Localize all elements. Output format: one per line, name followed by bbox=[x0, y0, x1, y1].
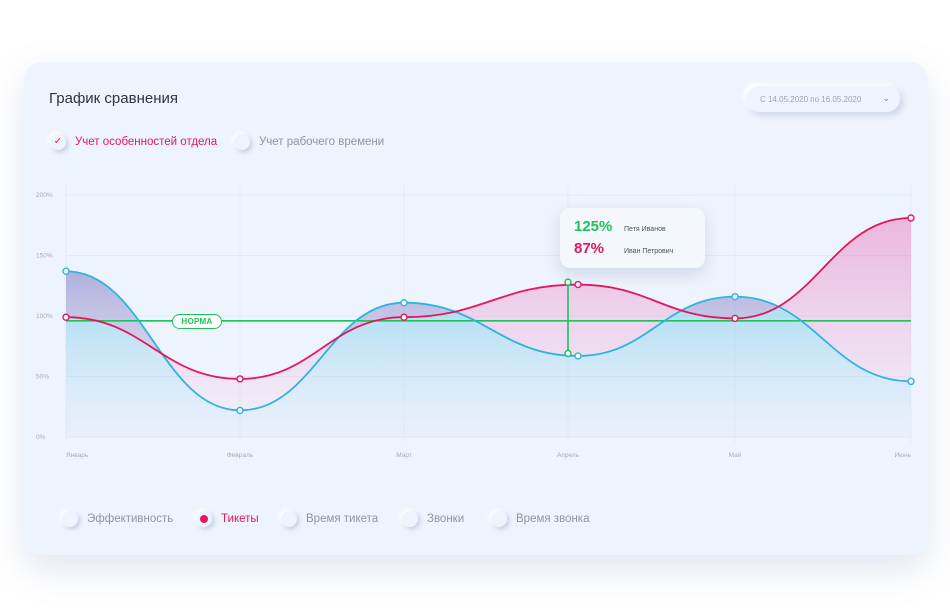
date-range-value: С 14.05.2020 по 16.05.2020 bbox=[760, 94, 862, 104]
area-between bbox=[66, 217, 911, 411]
date-range-select[interactable]: С 14.05.2020 по 16.05.2020 ⌄ bbox=[746, 86, 900, 112]
radio-calls[interactable] bbox=[402, 511, 418, 527]
tooltip-name-1: Петя Иванов bbox=[624, 226, 666, 233]
line-series-2 bbox=[65, 217, 912, 380]
metric-tickets-label: Тикеты bbox=[221, 513, 259, 525]
metric-calls[interactable]: Звонки bbox=[402, 511, 464, 527]
norm-badge: НОРМА bbox=[172, 314, 222, 329]
point-series-2 bbox=[400, 313, 408, 321]
radio-dot-icon bbox=[200, 515, 208, 523]
radio-ticket-time[interactable] bbox=[281, 511, 297, 527]
radio-tickets[interactable] bbox=[196, 511, 212, 527]
area-series-1 bbox=[66, 271, 911, 437]
y-tick-label: 100% bbox=[36, 313, 53, 320]
x-tick-label: Январь bbox=[66, 452, 89, 459]
metric-ticket-time[interactable]: Время тикета bbox=[281, 511, 378, 527]
radio-efficiency[interactable] bbox=[62, 511, 78, 527]
check-icon: ✓ bbox=[53, 136, 63, 147]
point-series-1 bbox=[731, 292, 739, 301]
metric-efficiency[interactable]: Эффективность bbox=[62, 511, 173, 527]
chevron-down-icon: ⌄ bbox=[882, 93, 890, 103]
y-tick-label: 150% bbox=[36, 253, 53, 260]
point-series-2 bbox=[574, 280, 582, 289]
filter-department-label: Учет особенностей отдела bbox=[75, 136, 218, 148]
line-series-1 bbox=[65, 270, 912, 412]
metric-call-time-label: Время звонка bbox=[516, 513, 590, 525]
point-series-1 bbox=[236, 406, 244, 415]
tooltip-value-2: 87% bbox=[574, 240, 605, 257]
checkbox-work-time[interactable] bbox=[234, 134, 250, 150]
filter-work-time-label: Учет рабочего времени bbox=[259, 136, 385, 148]
metric-efficiency-label: Эффективность bbox=[87, 513, 174, 525]
point-series-1 bbox=[907, 377, 915, 386]
x-tick-label: Март bbox=[396, 452, 412, 459]
metric-tickets[interactable]: Тикеты bbox=[196, 511, 259, 527]
page-title: График сравнения bbox=[49, 90, 178, 107]
tooltip-row-1: 125% Петя Иванов bbox=[574, 218, 666, 235]
filter-department[interactable]: ✓ Учет особенностей отдела bbox=[50, 134, 217, 150]
point-series-1 bbox=[574, 352, 582, 360]
x-tick-label: Май bbox=[729, 451, 742, 459]
x-tick-label: Февраль bbox=[227, 452, 254, 459]
point-series-1 bbox=[62, 267, 70, 275]
metric-calls-label: Звонки bbox=[427, 513, 465, 525]
point-series-2 bbox=[731, 314, 739, 323]
metric-ticket-time-label: Время тикета bbox=[306, 513, 379, 525]
comparison-card: График сравнения С 14.05.2020 по 16.05.2… bbox=[24, 62, 928, 555]
point-series-1 bbox=[400, 298, 408, 307]
comparison-chart: 0% 50% 100% 150% 200% Январь Февраль Март Апрель… bbox=[36, 183, 915, 459]
tooltip-value-1: 125% bbox=[574, 218, 613, 235]
checkbox-department[interactable]: ✓ bbox=[50, 134, 66, 150]
y-tick-label: 0% bbox=[36, 434, 46, 441]
x-tick-label: Июнь bbox=[894, 452, 911, 459]
metric-call-time[interactable]: Время звонка bbox=[491, 511, 589, 527]
chart-tooltip: 125% Петя Иванов 87% Иван Петрович bbox=[560, 208, 705, 268]
point-series-2 bbox=[907, 214, 915, 222]
y-tick-label: 50% bbox=[36, 374, 49, 381]
y-tick-label: 200% bbox=[36, 192, 53, 199]
tooltip-name-2: Иван Петрович bbox=[624, 248, 674, 255]
point-series-2 bbox=[236, 375, 244, 383]
marker-point-top bbox=[564, 278, 572, 286]
point-series-2 bbox=[62, 313, 70, 321]
marker-point-bottom bbox=[564, 349, 572, 358]
tooltip-row-2: 87% Иван Петрович bbox=[574, 240, 673, 257]
x-tick-label: Апрель bbox=[557, 452, 580, 459]
radio-call-time[interactable] bbox=[491, 511, 507, 527]
filter-work-time[interactable]: Учет рабочего времени bbox=[234, 134, 384, 150]
